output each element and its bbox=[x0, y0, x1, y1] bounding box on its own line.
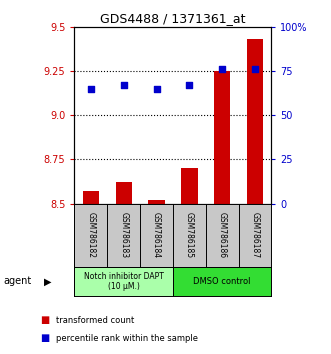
Text: agent: agent bbox=[3, 276, 31, 286]
Point bbox=[187, 82, 192, 88]
Bar bbox=[247, 39, 263, 204]
Bar bbox=[83, 191, 99, 204]
Text: GSM786182: GSM786182 bbox=[86, 212, 95, 258]
Title: GDS4488 / 1371361_at: GDS4488 / 1371361_at bbox=[100, 12, 246, 25]
Point bbox=[219, 66, 225, 72]
Text: GSM786187: GSM786187 bbox=[251, 212, 260, 258]
Point bbox=[252, 66, 258, 72]
Bar bbox=[148, 200, 165, 204]
Text: GSM786184: GSM786184 bbox=[152, 212, 161, 258]
Point bbox=[154, 86, 159, 91]
Bar bbox=[181, 168, 198, 204]
Point bbox=[88, 86, 94, 91]
Text: GSM786183: GSM786183 bbox=[119, 212, 128, 258]
Bar bbox=[173, 267, 271, 296]
Bar bbox=[116, 182, 132, 204]
Bar bbox=[214, 71, 230, 204]
Text: GSM786186: GSM786186 bbox=[218, 212, 227, 258]
Text: Notch inhibitor DAPT
(10 μM.): Notch inhibitor DAPT (10 μM.) bbox=[84, 272, 164, 291]
Text: percentile rank within the sample: percentile rank within the sample bbox=[56, 333, 198, 343]
Text: ▶: ▶ bbox=[44, 276, 52, 286]
Point bbox=[121, 82, 126, 88]
Text: transformed count: transformed count bbox=[56, 316, 134, 325]
Text: ■: ■ bbox=[40, 333, 49, 343]
Bar bbox=[74, 267, 173, 296]
Text: ■: ■ bbox=[40, 315, 49, 325]
Text: DMSO control: DMSO control bbox=[193, 277, 251, 286]
Text: GSM786185: GSM786185 bbox=[185, 212, 194, 258]
